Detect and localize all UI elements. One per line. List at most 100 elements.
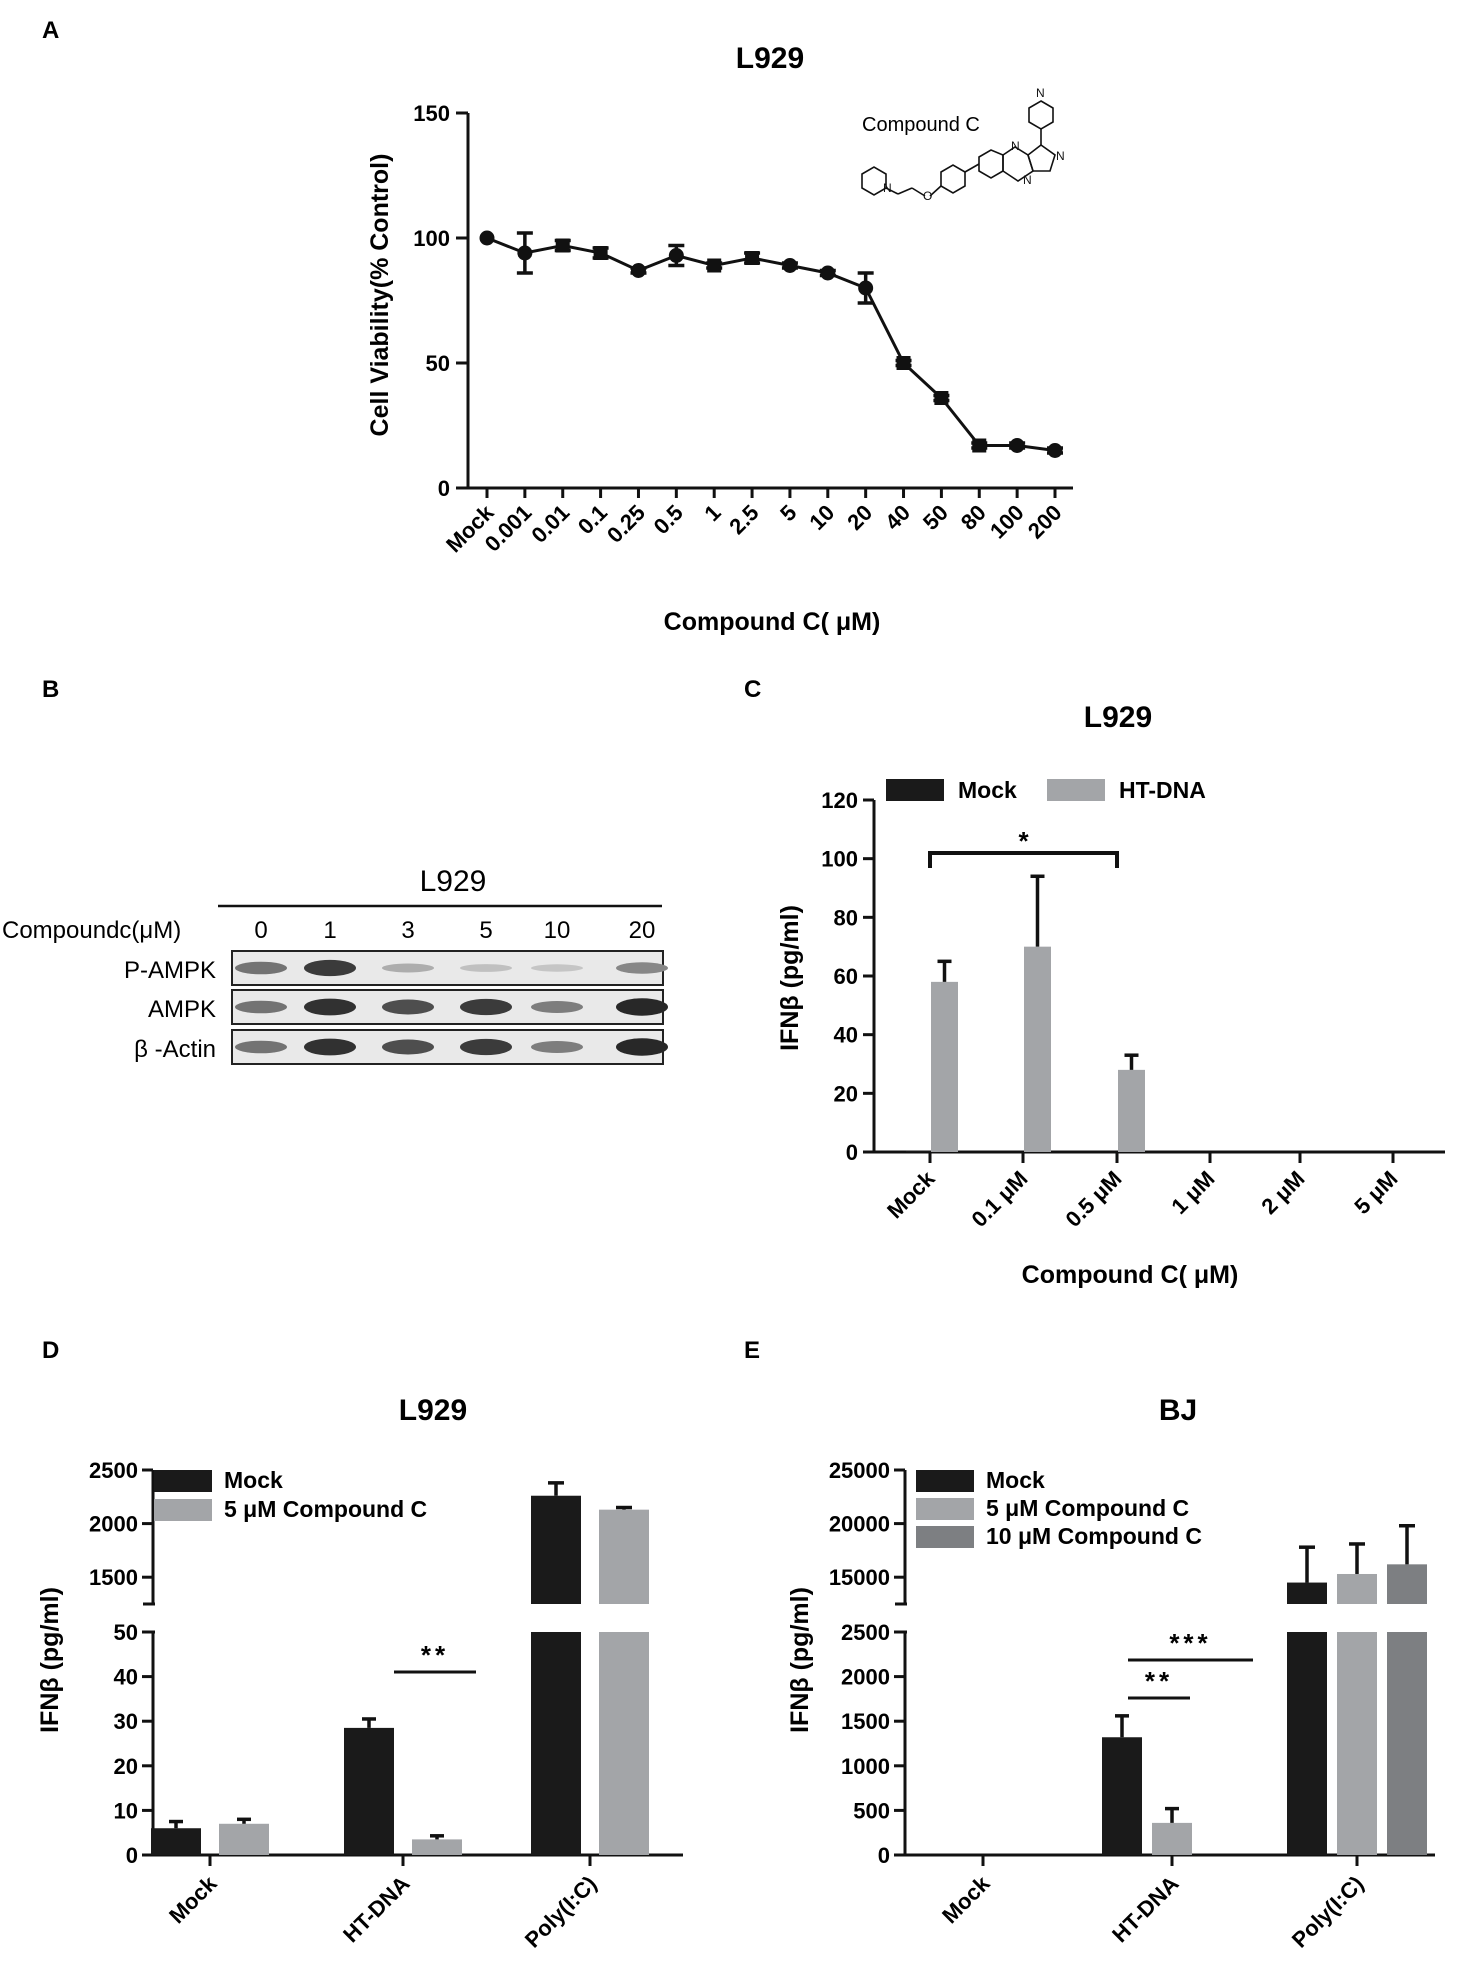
panel-e-bar bbox=[1287, 1582, 1327, 1604]
panel-e-ytick-label: 2500 bbox=[841, 1620, 890, 1645]
blot-lane-label: 10 bbox=[544, 917, 571, 944]
panel-d-chart: L929 IFNβ (pg/ml) 0 10 20 30 40 50 1500 2000 2500 M… bbox=[36, 1394, 683, 1952]
panel-a-point bbox=[745, 251, 760, 265]
panel-c-significance-bracket bbox=[928, 851, 1119, 868]
blot-lane-label: 0 bbox=[254, 917, 267, 944]
panel-a-point bbox=[479, 230, 495, 246]
panel-e-bar-lower-part bbox=[1337, 1632, 1377, 1855]
panel-c-legend-label: HT-DNA bbox=[1119, 777, 1206, 803]
panel-a-chart: L929 Cell Viability(% Control) Compound … bbox=[366, 42, 1073, 636]
panel-d-bar bbox=[412, 1839, 462, 1855]
panel-d-legend-label: 5 μM Compound C bbox=[224, 1496, 427, 1522]
panel-a-xtick-label: 0.25 bbox=[602, 500, 650, 548]
panel-e-ytick-label: 0 bbox=[878, 1843, 890, 1868]
panel-c-xtick-label: Mock bbox=[882, 1165, 940, 1223]
panel-d-ytick-label: 20 bbox=[114, 1754, 138, 1779]
panel-e-bar bbox=[1102, 1737, 1142, 1855]
structure-label: Compound C bbox=[862, 114, 980, 136]
panel-a-point bbox=[782, 258, 798, 273]
panel-c-xtick-label: 1 μM bbox=[1166, 1166, 1219, 1219]
panel-d-legend-swatch bbox=[154, 1499, 212, 1521]
panel-e-bar-lower-part bbox=[1287, 1632, 1327, 1855]
blot-band bbox=[460, 964, 512, 972]
panel-c-chart: L929 IFNβ (pg/ml) Compound C( μM) 0 20 40 60 80… bbox=[776, 701, 1445, 1289]
blot-band bbox=[382, 1039, 434, 1055]
panel-a-ylabel: Cell Viability(% Control) bbox=[366, 154, 394, 437]
panel-a-point bbox=[593, 246, 608, 260]
compound-c-structure: Compound C N N N N N O bbox=[861, 86, 1065, 203]
panel-a-point bbox=[555, 238, 570, 253]
panel-a-point bbox=[707, 258, 722, 273]
panel-d-ytick-label: 1500 bbox=[89, 1565, 138, 1590]
panel-e-xtick-label: Poly(I:C) bbox=[1287, 1871, 1369, 1953]
panel-d-ytick-label: 2500 bbox=[89, 1458, 138, 1483]
panel-e-legend-swatch bbox=[916, 1498, 974, 1520]
panel-a-point bbox=[517, 245, 533, 261]
panel-c-ytick-label: 60 bbox=[834, 964, 858, 989]
structure-atom-3: N bbox=[1023, 173, 1032, 187]
panel-e-legend-label: 10 μM Compound C bbox=[986, 1523, 1202, 1549]
panel-c-ytick-label: 120 bbox=[821, 788, 858, 813]
panel-d-ytick-label: 2000 bbox=[89, 1512, 138, 1537]
panel-d-ytick-label: 10 bbox=[114, 1798, 138, 1823]
blot-title: L929 bbox=[420, 865, 487, 898]
panel-c-ytick-label: 0 bbox=[846, 1140, 858, 1165]
panel-b-label: B bbox=[42, 676, 59, 703]
panel-a-xtick-label: 100 bbox=[985, 500, 1029, 544]
panel-c-ytick-label: 100 bbox=[821, 847, 858, 872]
panel-c-label: C bbox=[744, 676, 761, 703]
panel-e-ytick-label: 20000 bbox=[829, 1512, 890, 1537]
blot-band bbox=[616, 962, 668, 974]
panel-d-xtick-label: HT-DNA bbox=[338, 1871, 415, 1948]
panel-a-point bbox=[1009, 438, 1025, 453]
blot-band bbox=[304, 959, 356, 977]
panel-a-xtick-label: 50 bbox=[918, 500, 953, 535]
panel-e-ytick-label: 15000 bbox=[829, 1565, 890, 1590]
blot-membrane bbox=[231, 950, 664, 986]
panel-c-ytick-label: 80 bbox=[834, 905, 858, 930]
panel-d-bar-lower-part bbox=[599, 1632, 649, 1855]
structure-atom-1: N bbox=[1036, 86, 1045, 100]
panel-a-point bbox=[1047, 443, 1063, 458]
panel-d-bar-lower-part bbox=[531, 1632, 581, 1855]
blot-row-label: P-AMPK bbox=[124, 957, 216, 984]
panel-e-ytick-label: 1500 bbox=[841, 1709, 890, 1734]
panel-c-ytick-label: 20 bbox=[834, 1081, 858, 1106]
blot-band bbox=[616, 998, 668, 1016]
panel-a-xtick-label: 10 bbox=[804, 500, 839, 535]
panel-d-bar bbox=[344, 1727, 394, 1855]
panel-c-xtick-label: 0.5 μM bbox=[1060, 1166, 1126, 1232]
panel-d-ytick-label: 30 bbox=[114, 1709, 138, 1734]
blot-lane-label: 20 bbox=[629, 917, 656, 944]
structure-atom-4: N bbox=[1011, 139, 1020, 153]
panel-e-ylabel: IFNβ (pg/ml) bbox=[786, 1587, 814, 1733]
panel-a-point bbox=[896, 356, 911, 370]
panel-d-legend-swatch bbox=[154, 1470, 212, 1492]
panel-a-series-line bbox=[486, 236, 1056, 452]
blot-treatment-label: Compoundc(μM) bbox=[2, 917, 181, 944]
panel-c-xlabel: Compound C( μM) bbox=[1022, 1261, 1239, 1289]
blot-lane-label: 1 bbox=[323, 917, 336, 944]
blot-membrane bbox=[231, 1029, 664, 1065]
panel-b-blot: L929 Compoundc(μM) 0 1 3 5 10 20 P-AMPK AMPK β … bbox=[2, 865, 668, 1065]
blot-band bbox=[531, 1041, 583, 1053]
panel-d-ytick-label: 0 bbox=[126, 1843, 138, 1868]
panel-a-point bbox=[972, 438, 987, 453]
panel-d-ylabel: IFNβ (pg/ml) bbox=[36, 1587, 64, 1733]
panel-e-significance: ** bbox=[1145, 1666, 1173, 1696]
panel-a-xtick-label: 0.01 bbox=[526, 500, 574, 548]
panel-e-chart: BJ IFNβ (pg/ml) 0 500 1000 1500 2000 2500 15000 2… bbox=[786, 1394, 1435, 1952]
panel-d-legend-label: Mock bbox=[224, 1467, 283, 1493]
blot-band bbox=[531, 964, 583, 972]
panel-e-ytick-label: 1000 bbox=[841, 1754, 890, 1779]
panel-e-legend-swatch bbox=[916, 1526, 974, 1548]
panel-c-xtick-label: 0.1 μM bbox=[966, 1166, 1032, 1232]
panel-a-xtick-label: 200 bbox=[1023, 500, 1067, 544]
blot-lane-label: 5 bbox=[479, 917, 492, 944]
panel-c-legend-swatch bbox=[1047, 779, 1105, 801]
panel-e-bar bbox=[1152, 1822, 1192, 1855]
panel-a-point bbox=[858, 280, 874, 296]
panel-a-point bbox=[934, 391, 949, 405]
blot-row-label: AMPK bbox=[148, 996, 216, 1023]
